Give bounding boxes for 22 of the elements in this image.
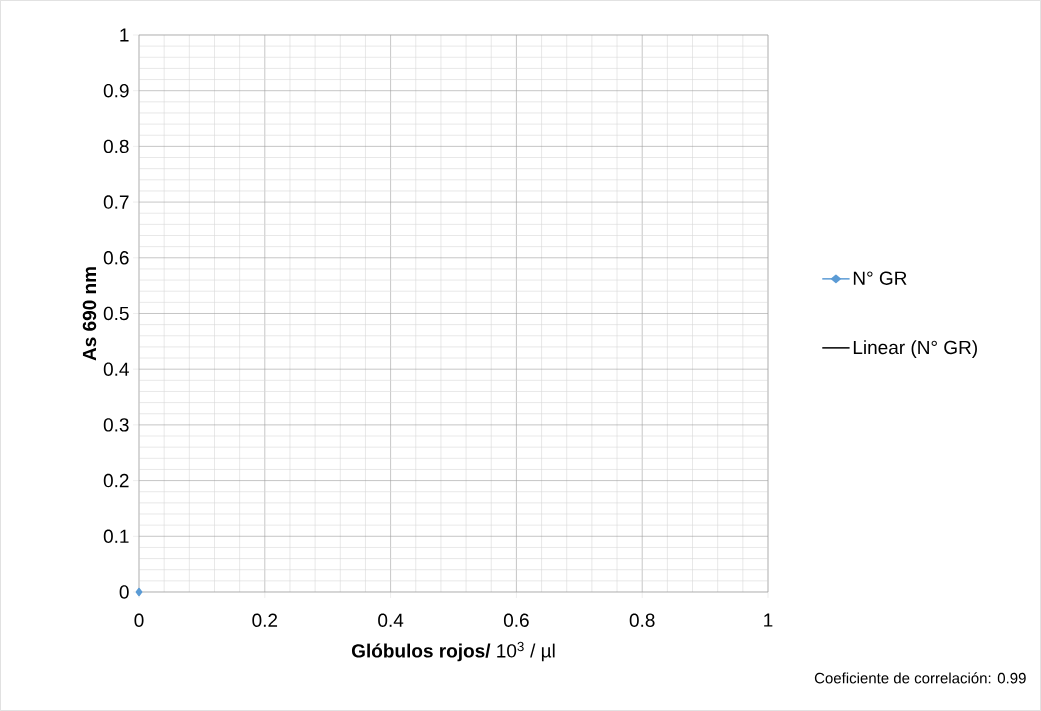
y-tick-label: 0.7: [103, 195, 129, 209]
y-axis-title: As 690 nm: [82, 267, 97, 361]
y-tick-label: 0.5: [103, 306, 129, 321]
x-tick-label: 0.2: [252, 613, 278, 627]
y-tick-label: 1: [120, 28, 129, 42]
y-tick-label: 0.2: [103, 473, 129, 488]
text: Coeficiente de correlación: 0.99: [814, 672, 1026, 684]
y-tick-label: 0.3: [103, 418, 129, 432]
x-tick-label: 0.4: [378, 613, 404, 627]
y-tick-label: 0.4: [103, 362, 129, 376]
y-tick-label: 0.1: [103, 529, 129, 544]
x-tick-label: 0: [134, 613, 144, 627]
y-tick-label: 0.8: [103, 139, 129, 154]
x-tick-label: 0.8: [629, 613, 655, 627]
legend-label: N° GR: [853, 271, 907, 285]
y-tick-label: 0.6: [103, 251, 129, 265]
x-tick-label: 1: [764, 613, 773, 627]
x-axis-title: Glóbulos rojos/ 10$^{3}$ / µl: [351, 641, 555, 662]
y-tick-label: 0: [119, 585, 129, 599]
x-tick-label: 0.6: [503, 613, 529, 627]
legend-label: Linear (N° GR): [853, 340, 977, 358]
y-tick-label: 0.9: [103, 83, 129, 98]
